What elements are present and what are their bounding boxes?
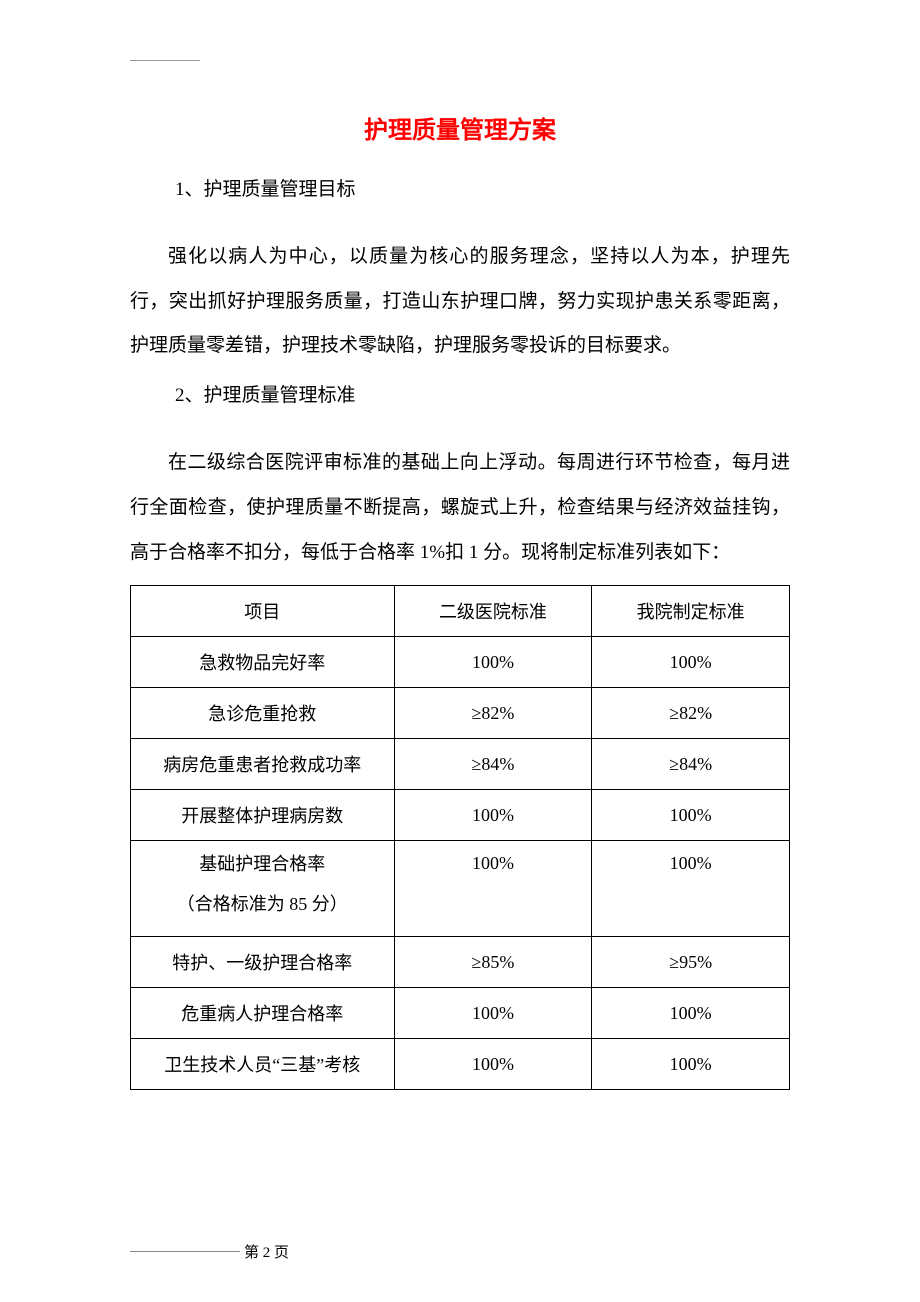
table-cell-std2: 100% — [592, 790, 790, 841]
table-row: 卫生技术人员“三基”考核100%100% — [131, 1039, 790, 1090]
table-row: 开展整体护理病房数100%100% — [131, 790, 790, 841]
table-cell-std2: ≥82% — [592, 688, 790, 739]
document-title: 护理质量管理方案 — [130, 110, 790, 145]
page-footer: 第 2 页 — [130, 1241, 790, 1262]
section-2-heading: 2、护理质量管理标准 — [175, 379, 790, 413]
table-cell-std1: ≥84% — [394, 739, 592, 790]
table-cell-std1: 100% — [394, 637, 592, 688]
table-cell-item: 病房危重患者抢救成功率 — [131, 739, 395, 790]
section-1-heading: 1、护理质量管理目标 — [175, 173, 790, 207]
table-cell-item: 开展整体护理病房数 — [131, 790, 395, 841]
table-cell-std2: 100% — [592, 988, 790, 1039]
standards-table: 项目二级医院标准我院制定标准急救物品完好率100%100%急诊危重抢救≥82%≥… — [130, 585, 790, 1090]
table-header-cell: 二级医院标准 — [394, 586, 592, 637]
table-row: 基础护理合格率（合格标准为 85 分）100%100% — [131, 841, 790, 937]
table-cell-item: 急救物品完好率 — [131, 637, 395, 688]
table-cell-std1: ≥82% — [394, 688, 592, 739]
document-page: 护理质量管理方案 1、护理质量管理目标 强化以病人为中心，以质量为核心的服务理念… — [0, 0, 920, 1130]
table-cell-std1: 100% — [394, 1039, 592, 1090]
table-header-cell: 我院制定标准 — [592, 586, 790, 637]
page-number: 第 2 页 — [244, 1241, 289, 1262]
table-cell-item: 急诊危重抢救 — [131, 688, 395, 739]
table-header-cell: 项目 — [131, 586, 395, 637]
table-cell-std1: 100% — [394, 790, 592, 841]
table-cell-std2: 100% — [592, 637, 790, 688]
table-row: 特护、一级护理合格率≥85%≥95% — [131, 937, 790, 988]
table-cell-std1: 100% — [394, 988, 592, 1039]
table-row: 危重病人护理合格率100%100% — [131, 988, 790, 1039]
section-1-paragraph: 强化以病人为中心，以质量为核心的服务理念，坚持以人为本，护理先行，突出抓好护理服… — [130, 235, 790, 369]
table-cell-std1: 100% — [394, 841, 592, 937]
header-rule — [130, 60, 200, 61]
table-row: 病房危重患者抢救成功率≥84%≥84% — [131, 739, 790, 790]
table-cell-std1: ≥85% — [394, 937, 592, 988]
table-cell-std2: ≥84% — [592, 739, 790, 790]
table-cell-std2: 100% — [592, 841, 790, 937]
table-cell-item: 危重病人护理合格率 — [131, 988, 395, 1039]
table-row: 急诊危重抢救≥82%≥82% — [131, 688, 790, 739]
table-cell-item: 特护、一级护理合格率 — [131, 937, 395, 988]
table-cell-item: 卫生技术人员“三基”考核 — [131, 1039, 395, 1090]
table-header-row: 项目二级医院标准我院制定标准 — [131, 586, 790, 637]
standards-table-body: 项目二级医院标准我院制定标准急救物品完好率100%100%急诊危重抢救≥82%≥… — [131, 586, 790, 1090]
table-cell-std2: 100% — [592, 1039, 790, 1090]
table-cell-std2: ≥95% — [592, 937, 790, 988]
footer-rule — [130, 1251, 240, 1252]
table-row: 急救物品完好率100%100% — [131, 637, 790, 688]
section-2-paragraph: 在二级综合医院评审标准的基础上向上浮动。每周进行环节检查，每月进行全面检查，使护… — [130, 441, 790, 575]
table-cell-item: 基础护理合格率（合格标准为 85 分） — [131, 841, 395, 937]
